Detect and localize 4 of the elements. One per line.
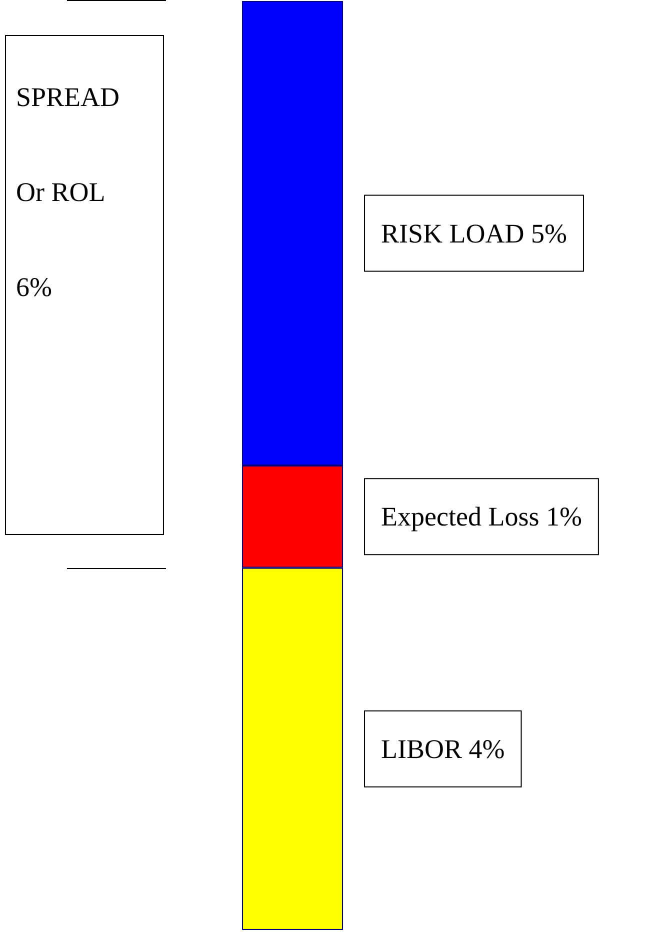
- series-label: Expected Loss 1%: [381, 502, 582, 532]
- text: SPREAD Or ROL 6%: [16, 82, 120, 302]
- series-label: RISK LOAD 5%: [381, 218, 567, 248]
- series-label: LIBOR 4%: [381, 734, 505, 764]
